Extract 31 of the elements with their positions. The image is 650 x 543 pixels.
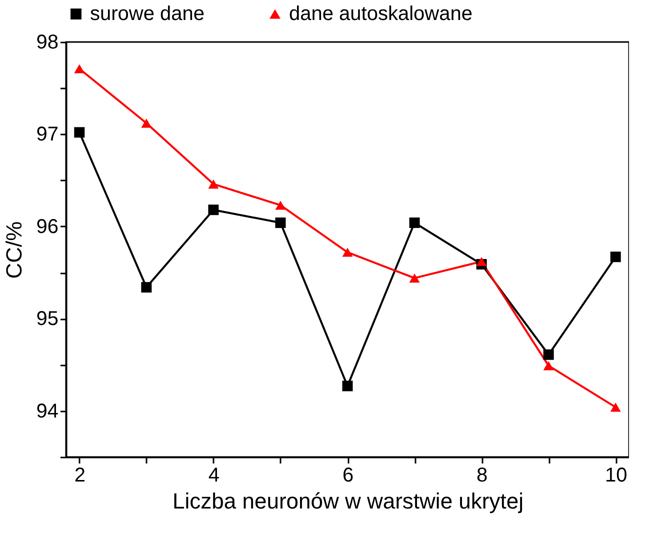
legend-label: surowe dane <box>90 3 205 25</box>
y-tick-label: 94 <box>36 400 58 422</box>
point <box>342 248 353 257</box>
point <box>409 274 420 283</box>
point <box>610 252 621 262</box>
point <box>409 218 420 228</box>
y-tick-label: 95 <box>36 308 58 330</box>
x-tick-label: 8 <box>476 464 488 486</box>
point <box>476 256 487 266</box>
point <box>141 118 152 128</box>
point <box>342 380 353 392</box>
y-tick-label: 96 <box>36 216 58 238</box>
x-tick-label: 2 <box>74 464 86 486</box>
point <box>208 204 219 216</box>
point <box>275 200 286 210</box>
x-tick-label: 6 <box>342 464 354 486</box>
point <box>74 64 85 74</box>
point <box>610 402 621 412</box>
point <box>208 179 219 189</box>
y-tick-label: 98 <box>36 32 58 54</box>
point <box>141 282 152 293</box>
x-tick-label: 4 <box>208 464 220 486</box>
y-tick-label: 97 <box>36 124 58 146</box>
point <box>74 127 85 138</box>
legend-label: dane autoskalowane <box>289 3 472 25</box>
y-axis-title: CC/% <box>1 221 26 279</box>
point <box>543 349 554 360</box>
point <box>275 218 286 228</box>
x-axis-title: Liczba neuronów w warstwie ukrytej <box>172 488 524 514</box>
point <box>543 361 554 370</box>
x-tick-label: 10 <box>604 464 628 486</box>
